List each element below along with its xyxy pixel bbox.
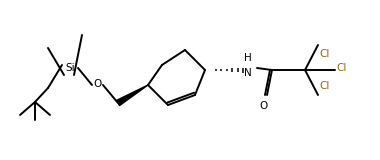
Text: H: H [244,53,252,63]
Text: Cl: Cl [336,63,347,73]
Text: Cl: Cl [319,81,329,91]
Text: Cl: Cl [319,49,329,59]
Text: N: N [244,68,252,78]
Text: O: O [93,79,101,89]
Text: O: O [259,101,267,111]
Text: Si: Si [65,63,75,73]
Polygon shape [116,85,148,106]
